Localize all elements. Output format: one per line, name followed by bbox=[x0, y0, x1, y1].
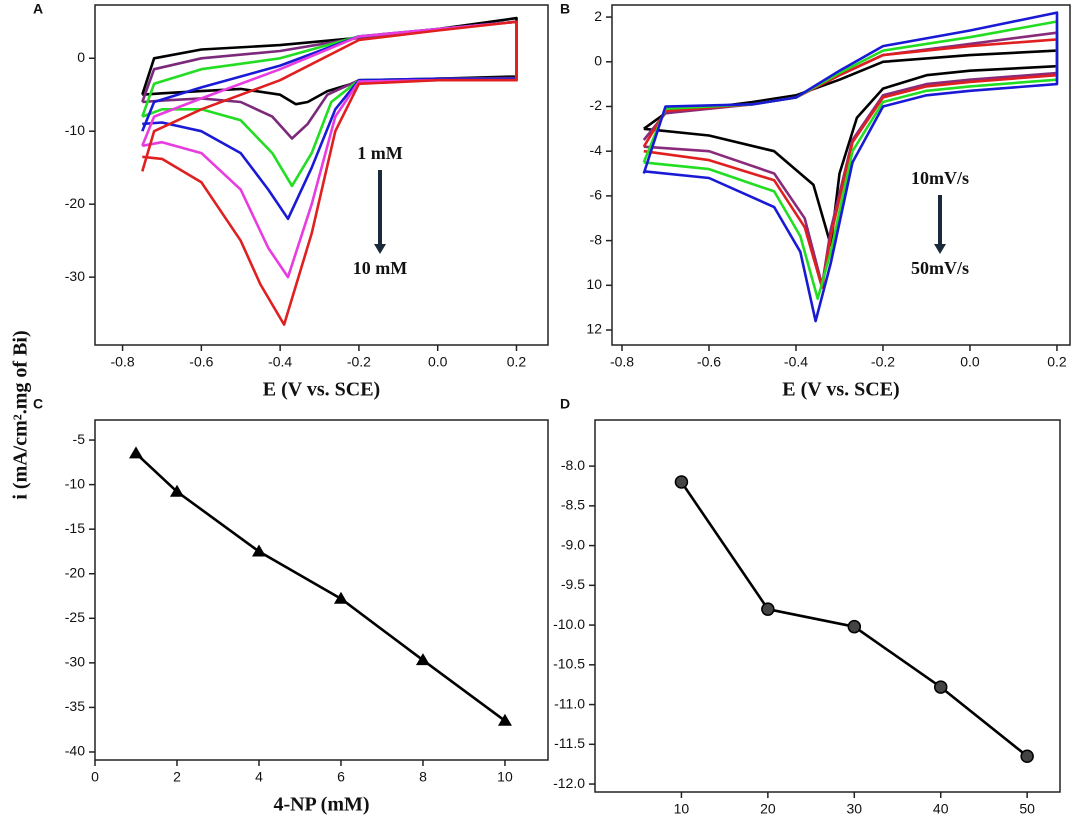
x-tick-label: -0.6 bbox=[697, 354, 721, 370]
data-line bbox=[141, 20, 518, 221]
point-marker bbox=[847, 619, 862, 634]
point-marker bbox=[415, 653, 430, 666]
x-tick-label: 4 bbox=[255, 769, 263, 785]
data-line bbox=[680, 481, 1029, 758]
panel-label: B bbox=[560, 1, 570, 17]
point-marker bbox=[333, 591, 348, 604]
x-tick-label: -0.2 bbox=[871, 354, 895, 370]
y-tick-label: 10 bbox=[586, 276, 602, 292]
plot-frame bbox=[94, 419, 549, 761]
y-tick-label: -9.0 bbox=[561, 536, 585, 552]
x-axis-label: E (V vs. SCE) bbox=[782, 379, 899, 401]
y-tick-label: -10 bbox=[65, 122, 85, 138]
x-tick-label: -0.2 bbox=[347, 354, 371, 370]
arrow-head bbox=[374, 244, 386, 254]
plot-frame bbox=[611, 4, 1071, 346]
x-tick-label: 30 bbox=[847, 801, 863, 817]
x-tick-label: 50 bbox=[1019, 801, 1035, 817]
x-tick-label: 0.2 bbox=[1047, 354, 1067, 370]
point-marker bbox=[933, 680, 948, 694]
y-tick-label: -10.5 bbox=[553, 656, 585, 672]
plot-frame bbox=[594, 419, 1061, 793]
x-tick-label: 0.0 bbox=[428, 354, 448, 370]
x-tick-label: 10 bbox=[674, 801, 690, 817]
data-line bbox=[141, 20, 518, 326]
y-tick-label: -8.5 bbox=[561, 497, 585, 513]
y-axis-label: i (mA/cm².mg of Bi) bbox=[10, 330, 32, 499]
y-tick-label: -10.0 bbox=[553, 616, 585, 632]
y-tick-label: -12.0 bbox=[553, 775, 585, 791]
y-tick-label: 0 bbox=[77, 49, 85, 65]
panel-label: C bbox=[33, 396, 43, 412]
y-tick-label: -40 bbox=[65, 743, 85, 759]
point-marker bbox=[251, 544, 266, 557]
y-tick-label: 0 bbox=[594, 52, 602, 68]
data-line bbox=[643, 49, 1059, 247]
point-marker bbox=[674, 475, 689, 489]
x-tick-label: -0.4 bbox=[784, 354, 808, 370]
data-line bbox=[642, 11, 1059, 323]
x-tick-label: -0.8 bbox=[610, 354, 634, 370]
x-tick-label: 20 bbox=[760, 801, 776, 817]
x-tick-label: 0.0 bbox=[960, 354, 980, 370]
annotation: 1 mM bbox=[357, 143, 402, 163]
x-tick-label: 10 bbox=[497, 769, 513, 785]
panel-label: D bbox=[560, 396, 570, 412]
point-marker bbox=[1020, 749, 1034, 763]
annotation: 10mV/s bbox=[911, 168, 969, 188]
point-marker bbox=[128, 446, 143, 459]
x-tick-label: -0.8 bbox=[111, 354, 135, 370]
y-tick-label: -11.0 bbox=[554, 695, 585, 711]
y-tick-label: -8 bbox=[590, 231, 603, 247]
x-tick-label: -0.6 bbox=[189, 354, 213, 370]
x-tick-label: 0.2 bbox=[507, 354, 527, 370]
y-tick-label: 12 bbox=[586, 321, 602, 337]
x-tick-label: 0 bbox=[91, 769, 99, 785]
y-tick-label: -6 bbox=[590, 187, 603, 203]
y-tick-label: -10 bbox=[65, 475, 85, 491]
point-marker bbox=[169, 484, 184, 497]
y-tick-label: -30 bbox=[65, 268, 85, 284]
x-tick-label: -0.4 bbox=[268, 354, 292, 370]
x-axis-label: 4-NP (mM) bbox=[273, 794, 369, 816]
point-marker bbox=[761, 602, 775, 616]
y-tick-label: 2 bbox=[594, 8, 602, 24]
y-tick-label: -4 bbox=[590, 142, 603, 158]
annotation: 50mV/s bbox=[911, 258, 969, 278]
x-tick-label: 2 bbox=[173, 769, 181, 785]
y-tick-label: -30 bbox=[65, 654, 85, 670]
y-tick-label: -20 bbox=[65, 564, 85, 580]
y-tick-label: -9.5 bbox=[561, 576, 585, 592]
y-tick-label: -2 bbox=[590, 97, 603, 113]
x-tick-label: 6 bbox=[337, 769, 345, 785]
panel-label: A bbox=[33, 1, 43, 17]
x-tick-label: 40 bbox=[933, 801, 949, 817]
y-tick-label: -8.0 bbox=[561, 457, 585, 473]
data-line bbox=[135, 452, 506, 722]
y-tick-label: -20 bbox=[65, 195, 85, 211]
x-axis-label: E (V vs. SCE) bbox=[263, 379, 380, 401]
y-tick-label: -5 bbox=[73, 431, 86, 447]
point-marker bbox=[497, 713, 512, 726]
annotation: 10 mM bbox=[353, 258, 407, 278]
arrow-head bbox=[934, 244, 946, 254]
y-tick-label: -25 bbox=[65, 609, 85, 625]
data-line bbox=[141, 16, 518, 106]
x-tick-label: 8 bbox=[419, 769, 427, 785]
plot-frame bbox=[94, 4, 549, 346]
y-tick-label: -11.5 bbox=[554, 735, 585, 751]
y-tick-label: -35 bbox=[65, 698, 85, 714]
y-tick-label: -15 bbox=[65, 520, 85, 536]
